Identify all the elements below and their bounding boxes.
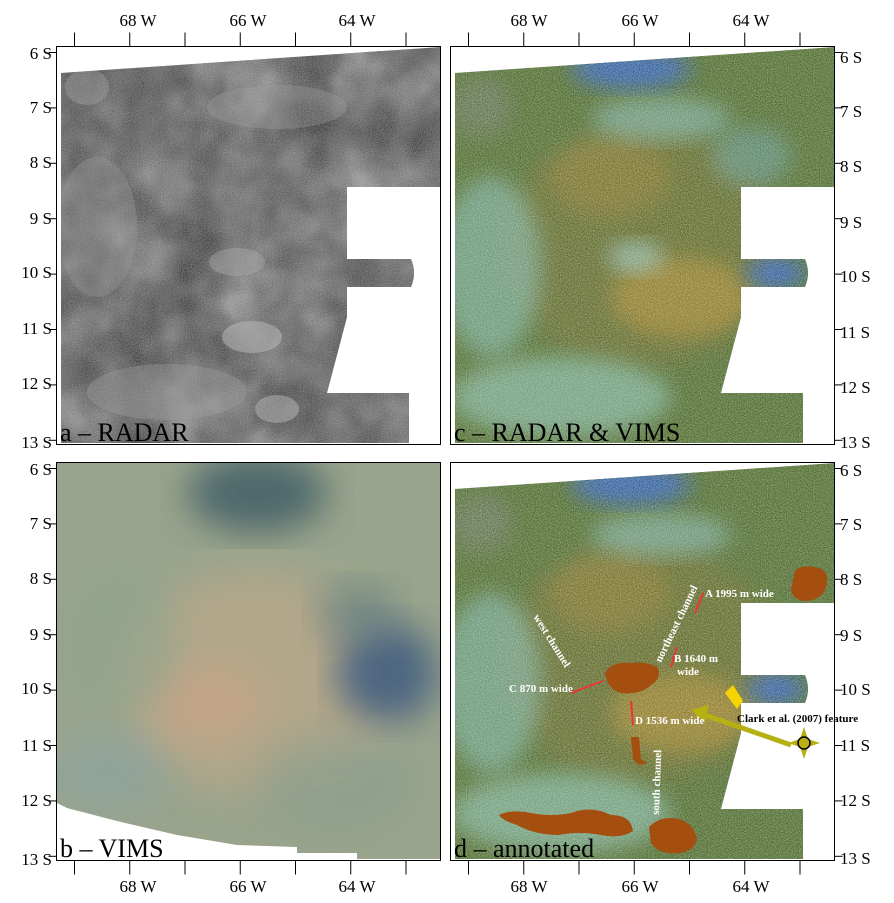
sun-symbol [788, 727, 820, 759]
lon-label-bottom-left-66: 66 W [230, 877, 268, 896]
panel-label-a: a – RADAR [60, 418, 189, 447]
lon-label-top-right-68: 68 W [511, 11, 549, 30]
panel-d-annotated: west channel northeast channel south cha… [455, 463, 858, 859]
arrow-head [691, 705, 709, 723]
lat-label-right-top-10s: 10 S [840, 267, 871, 286]
width-marker-a [694, 592, 704, 614]
width-marker-c [570, 680, 604, 694]
lat-label-right-bottom-12s: 12 S [840, 791, 871, 810]
deposit-shape [791, 566, 828, 601]
lat-label-right-top-7s: 7 S [840, 102, 862, 121]
annotation-clark-feature: Clark et al. (2007) feature [737, 713, 858, 725]
annotation-south-channel: south channel [650, 750, 664, 815]
lat-label-left-top-6s: 6 S [30, 44, 52, 63]
lat-label-left-top-11s: 11 S [22, 319, 52, 338]
lat-label-right-bottom-10s: 10 S [840, 680, 871, 699]
tick-marks [48, 32, 843, 875]
deposit-shape [499, 809, 633, 837]
lon-label-top-right-64: 64 W [733, 11, 771, 30]
lat-label-right-top-11s: 11 S [840, 323, 870, 342]
lat-label-left-bottom-12s: 12 S [21, 791, 52, 810]
deposit-shape [605, 662, 659, 694]
annotation-width-b-line2: wide [677, 666, 699, 678]
lon-label-bottom-right-66: 66 W [622, 877, 660, 896]
lat-label-left-top-12s: 12 S [21, 374, 52, 393]
lat-label-left-top-10s: 10 S [21, 263, 52, 282]
lat-label-right-top-9s: 9 S [840, 213, 862, 232]
width-marker-d [630, 700, 634, 726]
lon-label-bottom-right-68: 68 W [511, 877, 549, 896]
annotation-width-b-line1: B 1640 m [674, 653, 718, 665]
lat-label-left-bottom-7s: 7 S [30, 514, 52, 533]
arrow-shaft [704, 712, 792, 748]
panel-label-c: c – RADAR & VIMS [454, 418, 680, 447]
lat-label-right-top-13s: 13 S [840, 433, 871, 452]
lat-label-left-bottom-13s: 13 S [21, 850, 52, 869]
panel-d-frame [450, 462, 835, 861]
lat-label-left-bottom-8s: 8 S [30, 569, 52, 588]
lat-label-left-top-7s: 7 S [30, 98, 52, 117]
lat-label-left-bottom-6s: 6 S [30, 460, 52, 479]
panel-a-radar [61, 47, 441, 443]
width-marker-b [670, 646, 678, 668]
lat-label-left-bottom-11s: 11 S [22, 736, 52, 755]
lon-label-top-left-68: 68 W [120, 11, 158, 30]
lat-label-right-bottom-7s: 7 S [840, 515, 862, 534]
lat-label-right-bottom-9s: 9 S [840, 626, 862, 645]
lon-label-bottom-left-64: 64 W [339, 877, 377, 896]
lat-label-left-bottom-10s: 10 S [21, 679, 52, 698]
panel-b-frame [56, 462, 441, 861]
lat-label-left-top-8s: 8 S [30, 153, 52, 172]
panel-a-frame [56, 46, 441, 445]
lat-label-right-bottom-13s: 13 S [840, 849, 871, 868]
lat-label-right-top-8s: 8 S [840, 157, 862, 176]
panel-c-frame [450, 46, 835, 445]
lon-label-bottom-right-64: 64 W [733, 877, 771, 896]
lon-label-top-left-64: 64 W [339, 11, 377, 30]
panel-label-d: d – annotated [454, 834, 594, 863]
lat-label-right-bottom-11s: 11 S [840, 736, 870, 755]
lon-label-top-left-66: 66 W [230, 11, 268, 30]
panel-label-b: b – VIMS [60, 834, 164, 863]
clark-feature-marker [725, 685, 743, 709]
deposit-shape [631, 737, 647, 765]
lat-label-right-top-12s: 12 S [840, 378, 871, 397]
lat-label-right-bottom-6s: 6 S [840, 461, 862, 480]
lon-label-top-right-66: 66 W [622, 11, 660, 30]
lon-label-bottom-left-68: 68 W [120, 877, 158, 896]
panel-c-radar-vims [455, 47, 835, 443]
annotation-width-c: C 870 m wide [509, 683, 573, 695]
lat-label-left-top-9s: 9 S [30, 209, 52, 228]
lat-label-left-bottom-9s: 9 S [30, 625, 52, 644]
panel-b-vims [57, 463, 441, 859]
lat-label-right-top-6s: 6 S [840, 48, 862, 67]
lat-label-left-top-13s: 13 S [21, 433, 52, 452]
annotation-width-d: D 1536 m wide [635, 715, 704, 727]
annotation-width-a: A 1995 m wide [705, 588, 774, 600]
lat-label-right-bottom-8s: 8 S [840, 570, 862, 589]
deposit-shape [649, 818, 697, 854]
